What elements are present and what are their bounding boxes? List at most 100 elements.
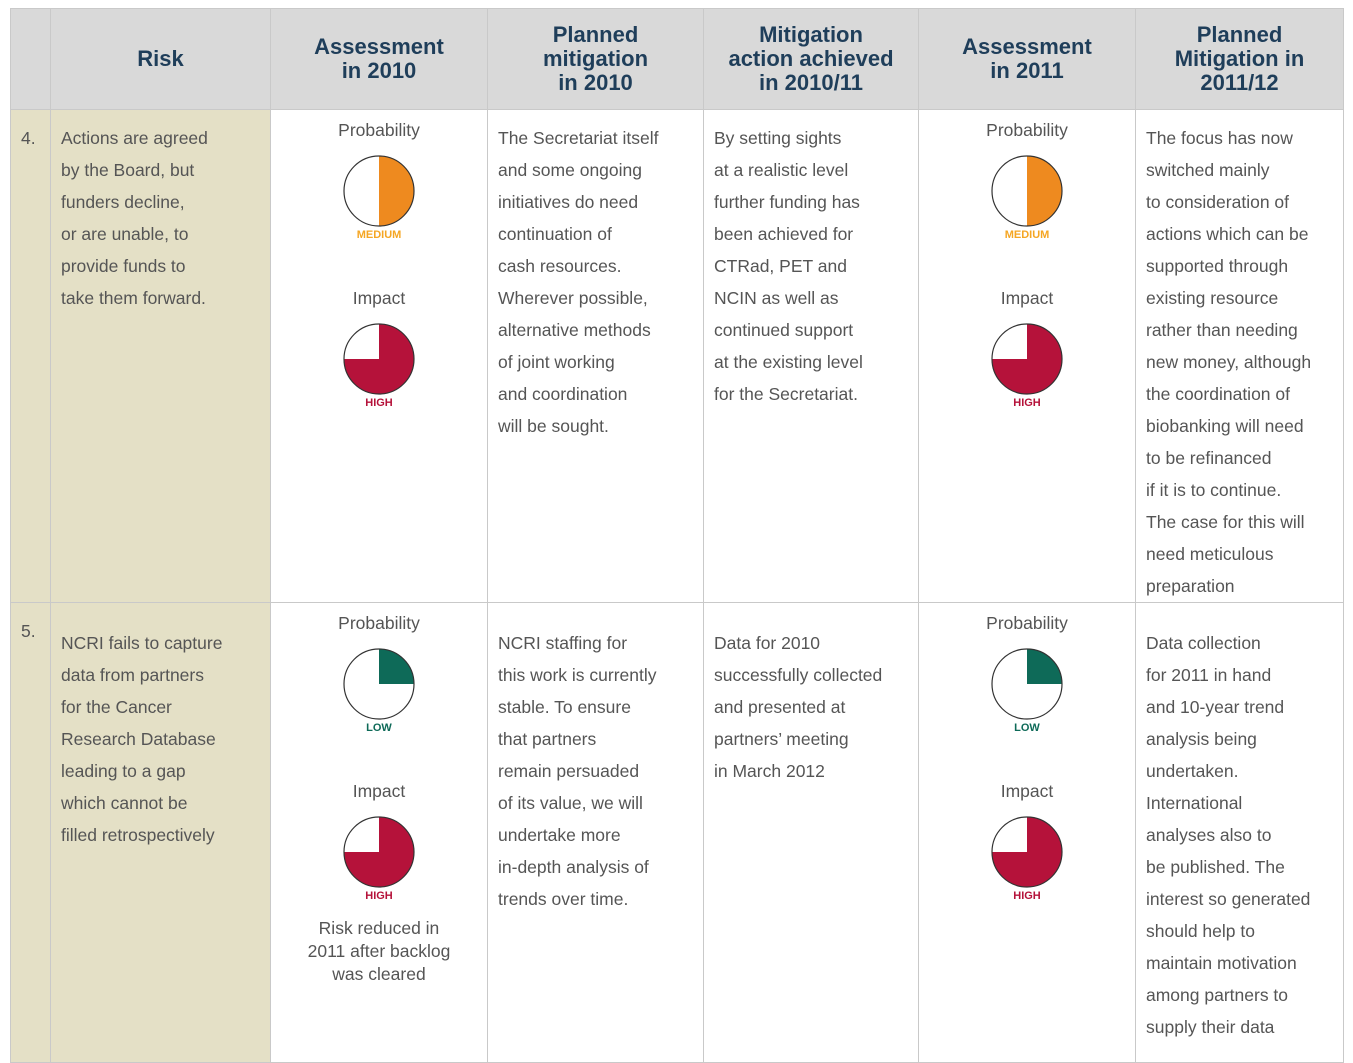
probability-label: Probability — [338, 613, 420, 633]
text-line: partners’ meeting — [714, 729, 849, 749]
header-row: Risk Assessment in 2010 Planned mitigation in… — [10, 8, 1344, 110]
pie-outline — [991, 323, 1063, 395]
header-line: Mitigation in — [1174, 46, 1305, 71]
header-cell — [10, 8, 51, 110]
text-line: in-depth analysis of — [498, 857, 649, 877]
note-line: was cleared — [332, 964, 426, 984]
impact-level: HIGH — [1013, 890, 1041, 902]
text-line: need meticulous — [1146, 544, 1274, 564]
text-line: Data for 2010 — [714, 633, 821, 653]
text-line: further funding has — [714, 192, 860, 212]
probability-label: Probability — [986, 120, 1068, 140]
pie-outline — [343, 816, 415, 888]
text-line: leading to a gap — [61, 761, 186, 781]
pie-fill — [344, 324, 414, 394]
text-line: analyses also to — [1146, 825, 1272, 845]
probability-label: Probability — [338, 120, 420, 140]
text-line: of its value, we will — [498, 793, 643, 813]
note-line: 2011 after backlog — [307, 941, 451, 961]
pie-fill — [1027, 649, 1062, 684]
text-line: The case for this will — [1146, 512, 1305, 532]
assessment-cell: Probability LOW Impact HIGH — [918, 602, 1136, 1063]
header-cell: Mitigation action achieved in 2010/11 — [703, 8, 919, 110]
pie-outline — [991, 648, 1063, 720]
impact-label: Impact — [352, 781, 406, 801]
pie-fill — [344, 817, 414, 887]
text-line: By setting sights — [714, 128, 842, 148]
pie-outline — [343, 323, 415, 395]
pie-outline — [343, 648, 415, 720]
text-line: The focus has now — [1146, 128, 1293, 148]
probability-level: MEDIUM — [1004, 229, 1050, 241]
impact-level: HIGH — [365, 890, 393, 902]
assessment: Probability LOW Impact HIGH — [919, 603, 1135, 947]
note-line: Risk reduced in — [318, 918, 440, 938]
header-line: Risk — [137, 46, 184, 71]
text-line: for the Secretariat. — [714, 384, 858, 404]
assessment-cell: Probability MEDIUM Impact HIGH — [270, 109, 488, 603]
text-cell: Data collection for 2011 in hand and 10-ye… — [1135, 602, 1344, 1063]
text-line: data from partners — [61, 665, 204, 685]
header-cell: Risk — [50, 8, 271, 110]
pie-fill — [379, 649, 414, 684]
pie-icon — [991, 648, 1063, 720]
header-cell: Planned mitigation in 2010 — [487, 8, 704, 110]
text-line: The Secretariat itself — [498, 128, 659, 148]
text-line: existing resource — [1146, 288, 1279, 308]
pie-icon — [343, 648, 415, 720]
text-line: remain persuaded — [498, 761, 640, 781]
text-line: actions which can be — [1146, 224, 1309, 244]
pie-outline — [991, 816, 1063, 888]
impact-label: Impact — [1000, 288, 1054, 308]
assessment-cell: Probability MEDIUM Impact HIGH — [918, 109, 1136, 603]
text-line: this work is currently — [498, 665, 657, 685]
pie-fill — [1027, 156, 1062, 226]
text-line: that partners — [498, 729, 597, 749]
text-line: should help to — [1146, 921, 1255, 941]
pie-icon — [343, 816, 415, 888]
text-line: preparation — [1146, 576, 1235, 596]
text-line: for the Cancer — [61, 697, 172, 717]
text-line: and 10-year trend — [1146, 697, 1285, 717]
pie-icon — [991, 155, 1063, 227]
pie-fill — [992, 324, 1062, 394]
probability-label: Probability — [986, 613, 1068, 633]
text-line: rather than needing — [1146, 320, 1298, 340]
text-line: will be sought. — [498, 416, 609, 436]
text-line: in March 2012 — [714, 761, 825, 781]
text-line: been achieved for — [714, 224, 854, 244]
text-line: NCRI staffing for — [498, 633, 628, 653]
text-line: trends over time. — [498, 889, 629, 909]
text-line: Research Database — [61, 729, 216, 749]
text-line: Actions are agreed — [61, 128, 208, 148]
text-line: at a realistic level — [714, 160, 849, 180]
text-line: the coordination of — [1146, 384, 1290, 404]
text-line: initiatives do need — [498, 192, 639, 212]
header-line: in 2010 — [341, 58, 417, 83]
text-line: to be refinanced — [1146, 448, 1272, 468]
text-line: successfully collected — [714, 665, 883, 685]
text-line: for 2011 in hand — [1146, 665, 1272, 685]
impact-label: Impact — [352, 288, 406, 308]
text-line: and presented at — [714, 697, 846, 717]
pie-icon — [343, 323, 415, 395]
text-line: take them forward. — [61, 288, 206, 308]
pie-icon — [343, 155, 415, 227]
assessment: Probability MEDIUM Impact HIGH — [271, 110, 487, 454]
text-line: NCIN as well as — [714, 288, 839, 308]
text-line: continued support — [714, 320, 854, 340]
text-line: and some ongoing — [498, 160, 642, 180]
text-line: be published. The — [1146, 857, 1285, 877]
text-cell: The Secretariat itself and some ongoing in… — [487, 109, 704, 603]
probability-level: LOW — [366, 722, 392, 734]
header-line: mitigation — [542, 46, 649, 71]
impact-level: HIGH — [1013, 397, 1041, 409]
header-line: 2011/12 — [1200, 70, 1279, 95]
text-line: undertake more — [498, 825, 621, 845]
row-number: 5. — [10, 602, 51, 1063]
text-line: stable. To ensure — [498, 697, 631, 717]
header-line: Planned — [1196, 22, 1283, 47]
header-cell: Planned Mitigation in 2011/12 — [1135, 8, 1344, 110]
table-body: 4. Actions are agreed by the Board, but fun… — [10, 109, 1344, 1063]
